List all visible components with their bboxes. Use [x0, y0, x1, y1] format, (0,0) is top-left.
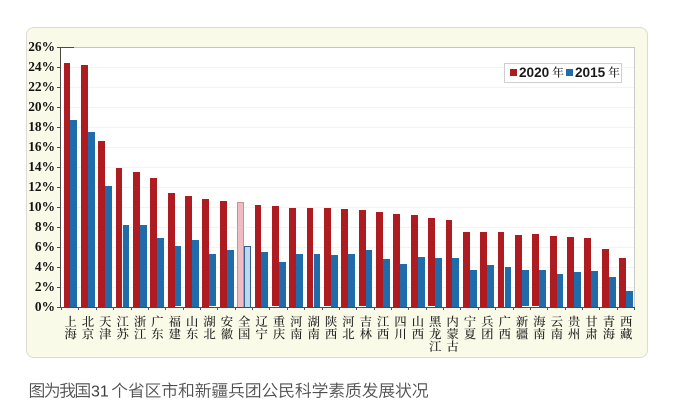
- svg-text:31: 31: [91, 384, 109, 401]
